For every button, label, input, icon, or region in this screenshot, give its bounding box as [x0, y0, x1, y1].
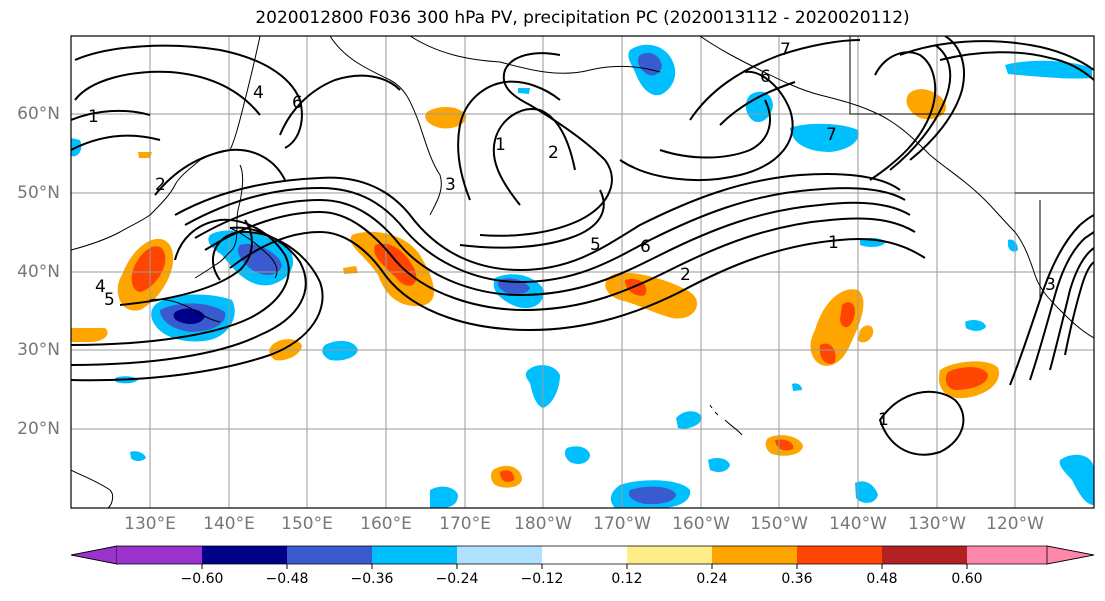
colorbar-tick-label: −0.48	[265, 571, 309, 587]
pv-contour-labels: 1 1 1 1 2 2 2 3 3 4 4 5 5 6 6 6 7 7	[88, 40, 1056, 430]
colorbar-swatch	[712, 546, 797, 564]
colorbar-extend-high	[1046, 545, 1095, 565]
colorbar-tick-label: −0.12	[520, 571, 564, 587]
lat-label: 20°N	[17, 419, 60, 439]
precip-fill-negative	[71, 44, 1094, 508]
colorbar-swatch	[967, 546, 1047, 564]
contour-label: 2	[548, 143, 559, 163]
contour-label: 4	[95, 277, 106, 297]
lat-label: 50°N	[17, 183, 60, 203]
lon-label: 160°W	[672, 514, 730, 534]
lon-label: 150°W	[750, 514, 808, 534]
contour-label: 2	[155, 175, 166, 195]
lon-label: 130°W	[908, 514, 966, 534]
lon-label: 170°W	[593, 514, 651, 534]
colorbar-swatch	[287, 546, 372, 564]
lon-label: 140°W	[829, 514, 887, 534]
contour-label: 1	[878, 410, 889, 430]
contour-label: 3	[1045, 275, 1056, 295]
lon-label: 130°E	[124, 514, 176, 534]
colorbar-swatch	[202, 546, 287, 564]
contour-label: 6	[760, 67, 771, 87]
lon-label: 150°E	[281, 514, 333, 534]
lon-label: 170°E	[439, 514, 491, 534]
colorbar-swatch	[882, 546, 967, 564]
colorbar-swatch	[372, 546, 457, 564]
lat-label: 30°N	[17, 340, 60, 360]
colorbar-tick-label: 0.48	[866, 571, 898, 587]
contour-label: 1	[495, 135, 506, 155]
lat-label: 40°N	[17, 262, 60, 282]
contour-label: 4	[253, 83, 264, 103]
contour-label: 2	[680, 265, 691, 285]
contour-label: 6	[640, 237, 651, 257]
colorbar-swatch	[117, 546, 202, 564]
contour-label: 7	[780, 40, 791, 60]
colorbar-tick-label: −0.60	[180, 571, 224, 587]
lon-label: 180°W	[514, 514, 572, 534]
colorbar-tick-label: 0.24	[696, 571, 728, 587]
contour-label: 5	[590, 235, 601, 255]
colorbar-outline	[70, 545, 1095, 565]
colorbar-swatch	[542, 546, 627, 564]
lon-label: 140°E	[203, 514, 255, 534]
lat-label: 60°N	[17, 104, 60, 124]
pv-contours	[71, 36, 1094, 456]
colorbar-swatch	[627, 546, 712, 564]
colorbar-swatch	[797, 546, 882, 564]
colorbar-tick-label: 0.12	[611, 571, 643, 587]
precip-fill-positive	[71, 89, 1000, 488]
colorbar-swatch	[457, 546, 542, 564]
colorbar-tick-label: 0.60	[951, 571, 983, 587]
colorbar-tick-label: −0.36	[350, 571, 394, 587]
map-frame	[70, 35, 1095, 509]
contour-label: 7	[826, 125, 837, 145]
colorbar-tick-label: −0.24	[435, 571, 479, 587]
colorbar	[70, 545, 1095, 569]
map-title: 2020012800 F036 300 hPa PV, precipitatio…	[255, 8, 910, 28]
lon-label: 160°E	[360, 514, 412, 534]
contour-label: 1	[88, 107, 99, 127]
contour-label: 1	[828, 233, 839, 253]
lon-label: 120°W	[986, 514, 1044, 534]
colorbar-extend-low	[70, 545, 118, 565]
colorbar-tick-label: 0.36	[781, 571, 813, 587]
contour-label: 3	[445, 175, 456, 195]
contour-label: 6	[292, 93, 303, 113]
contour-label: 5	[104, 290, 115, 310]
